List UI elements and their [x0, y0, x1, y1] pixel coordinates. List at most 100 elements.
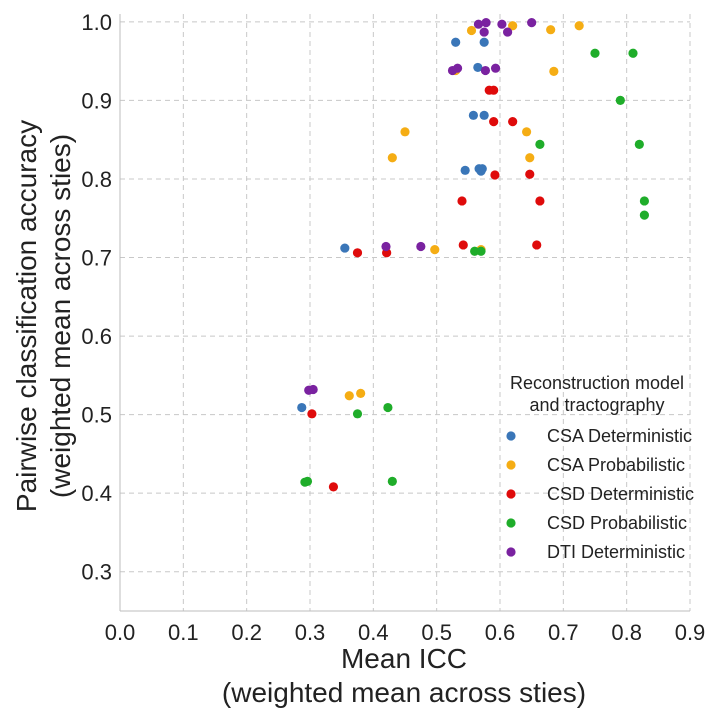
data-point [302, 476, 313, 486]
data-point [352, 409, 363, 419]
data-point [473, 62, 483, 73]
data-point [344, 391, 354, 401]
series-csa-probabilistic [344, 21, 584, 401]
x-tick-label: 0.1 [168, 620, 199, 645]
data-point [527, 18, 537, 28]
data-point [328, 482, 339, 492]
data-point [549, 66, 559, 76]
data-point [490, 63, 501, 73]
legend-marker [506, 460, 516, 470]
data-point [381, 241, 391, 252]
data-point [489, 117, 499, 127]
data-point [634, 139, 644, 149]
series-dti-deterministic [304, 18, 537, 395]
y-axis-label-line-2: (weighted mean across sties) [45, 134, 76, 498]
legend-marker [506, 518, 516, 528]
data-point [628, 48, 638, 58]
y-tick-label: 0.9 [81, 88, 112, 113]
series-csd-probabilistic [300, 48, 650, 487]
data-point [297, 402, 307, 413]
data-point [489, 85, 499, 95]
legend-marker [506, 489, 516, 499]
y-tick-label: 0.8 [81, 167, 112, 192]
legend-label: CSD Deterministic [547, 484, 694, 504]
y-tick-label: 0.4 [81, 481, 112, 506]
data-point [476, 166, 486, 176]
data-point [452, 63, 463, 73]
x-tick-label: 0.9 [675, 620, 706, 645]
data-point [340, 243, 350, 253]
data-point [508, 21, 518, 31]
data-point [503, 27, 513, 37]
series-csd-deterministic [307, 85, 545, 492]
data-point [468, 110, 478, 120]
data-point [476, 246, 486, 256]
legend-label: DTI Deterministic [547, 542, 685, 562]
y-tick-label: 0.6 [81, 324, 112, 349]
x-tick-label: 0.4 [358, 620, 389, 645]
legend: Reconstruction model and tractography CS… [506, 373, 694, 562]
data-point [639, 210, 650, 220]
data-point [497, 19, 507, 29]
data-point [308, 384, 318, 395]
x-tick-label: 0.2 [231, 620, 262, 645]
data-point [546, 25, 556, 35]
data-point [525, 169, 535, 179]
data-point [490, 170, 500, 180]
data-point [508, 117, 518, 127]
data-point [532, 240, 542, 250]
data-point [307, 409, 317, 419]
legend-label: CSA Deterministic [547, 426, 692, 446]
data-point [479, 27, 489, 37]
data-point [590, 48, 600, 58]
data-point [458, 240, 468, 250]
data-point [639, 196, 650, 206]
series-csa-deterministic [297, 37, 489, 413]
x-tick-label: 0.5 [421, 620, 452, 645]
legend-title-line-2: and tractography [529, 395, 664, 415]
x-tick-label: 0.3 [295, 620, 326, 645]
data-point [470, 246, 480, 256]
legend-label: CSD Probabilistic [547, 513, 687, 533]
data-point [479, 110, 489, 120]
data-point [525, 153, 535, 163]
data-point [535, 139, 545, 149]
y-axis-label-line-1: Pairwise classification accuracy [11, 120, 42, 512]
y-tick-label: 0.5 [81, 403, 112, 428]
data-point [481, 18, 491, 28]
data-point [383, 402, 393, 413]
y-tick-label: 0.7 [81, 246, 112, 271]
data-point [460, 165, 470, 175]
y-tick-label: 1.0 [81, 10, 112, 35]
tick-labels: 0.0 0.1 0.2 0.3 0.4 0.5 0.6 0.7 0.8 0.9 0.3 0.4 0.5 0… [81, 10, 705, 645]
data-point [479, 37, 489, 47]
data-point [522, 127, 532, 137]
data-point [457, 196, 467, 206]
grid-layer [120, 14, 691, 611]
data-point [387, 153, 397, 163]
data-point [473, 19, 484, 29]
axis-labels: Mean ICC (weighted mean across sties) Pa… [11, 120, 586, 708]
data-point [480, 65, 491, 76]
data-point [416, 241, 426, 252]
x-tick-label: 0.8 [611, 620, 642, 645]
x-axis-label-line-2: (weighted mean across sties) [222, 677, 586, 708]
data-point [451, 37, 461, 47]
data-point [387, 476, 397, 486]
data-point [356, 388, 366, 399]
data-point [615, 95, 625, 106]
legend-marker [506, 547, 516, 557]
axes-layer [119, 14, 690, 612]
data-point [400, 127, 410, 137]
data-point [430, 245, 440, 255]
legend-title-line-1: Reconstruction model [510, 373, 684, 393]
legend-label: CSA Probabilistic [547, 455, 685, 475]
x-tick-label: 0.0 [105, 620, 136, 645]
points-layer [297, 18, 650, 492]
data-point [574, 21, 584, 31]
y-tick-label: 0.3 [81, 560, 112, 585]
x-tick-label: 0.7 [548, 620, 579, 645]
data-point [466, 25, 477, 36]
